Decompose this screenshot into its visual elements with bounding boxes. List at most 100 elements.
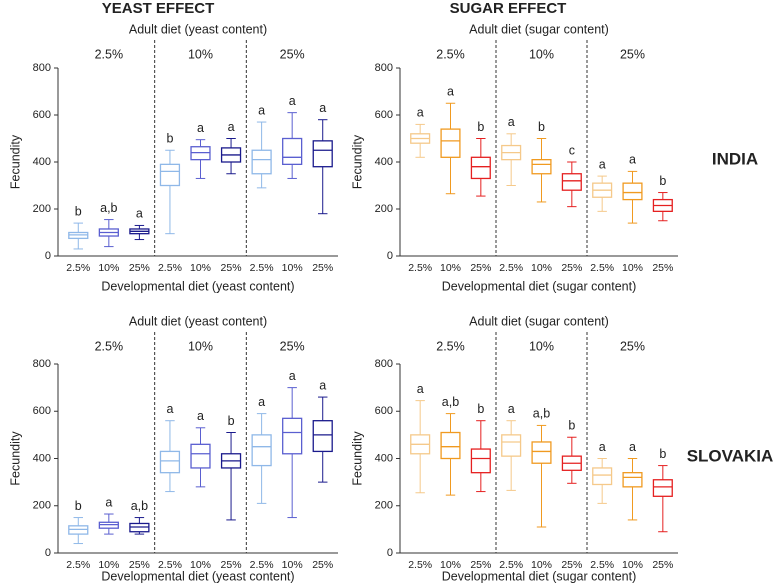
x-axis-title: Developmental diet (yeast content) (101, 279, 294, 293)
box (592, 467, 613, 486)
x-tick-label: 2.5% (499, 559, 523, 571)
box (251, 149, 272, 175)
x-tick-label: 25% (652, 559, 673, 571)
significance-letter: b (538, 120, 545, 134)
significance-letter: a,b (533, 407, 550, 421)
x-tick-label: 10% (98, 262, 119, 274)
y-tick-label: 600 (375, 109, 393, 121)
y-tick-label: 800 (375, 62, 393, 74)
group-label: 25% (280, 339, 305, 353)
box (312, 420, 333, 453)
x-tick-label: 2.5% (66, 262, 90, 274)
box (622, 182, 643, 201)
significance-letter: b (477, 120, 484, 134)
box (622, 472, 643, 488)
box (159, 450, 181, 474)
x-group-title: Adult diet (yeast content) (129, 22, 267, 36)
x-axis-title: Developmental diet (sugar content) (442, 279, 637, 293)
box (440, 431, 461, 460)
significance-letter: a (197, 409, 204, 423)
y-tick-label: 400 (375, 156, 393, 168)
significance-letter: a,b (100, 201, 117, 215)
group-label: 25% (620, 47, 645, 61)
x-tick-label: 25% (129, 262, 150, 274)
column-title: SUGAR EFFECT (450, 0, 567, 17)
significance-letter: b (477, 402, 484, 416)
x-axis-title: Developmental diet (sugar content) (442, 569, 637, 583)
y-axis-title: Fecundity (8, 134, 22, 189)
y-tick-label: 600 (375, 405, 393, 417)
x-tick-label: 25% (129, 559, 150, 571)
y-tick-label: 400 (33, 452, 51, 464)
x-tick-label: 2.5% (590, 262, 614, 274)
significance-letter: a (289, 94, 296, 108)
x-tick-label: 25% (561, 262, 582, 274)
x-tick-label: 2.5% (408, 262, 432, 274)
box (531, 441, 552, 464)
significance-letter: a (105, 495, 112, 509)
x-tick-label: 2.5% (250, 262, 274, 274)
y-tick-label: 800 (33, 62, 51, 74)
x-tick-label: 25% (221, 262, 242, 274)
x-group-title: Adult diet (sugar content) (469, 314, 609, 328)
group-label: 10% (529, 47, 554, 61)
y-tick-label: 0 (387, 250, 393, 262)
x-tick-label: 2.5% (250, 559, 274, 571)
y-axis-title: Fecundity (350, 134, 364, 189)
y-axis-title: Fecundity (8, 431, 22, 486)
x-tick-label: 25% (221, 559, 242, 571)
significance-letter: a (629, 153, 636, 167)
box (282, 137, 303, 166)
group-label: 10% (188, 47, 213, 61)
y-tick-label: 0 (45, 547, 51, 559)
significance-letter: a (319, 101, 326, 115)
x-tick-label: 2.5% (499, 262, 523, 274)
group-label: 2.5% (95, 47, 124, 61)
box (561, 173, 582, 191)
significance-letter: a (136, 207, 143, 221)
x-tick-label: 10% (190, 559, 211, 571)
significance-letter: a (508, 115, 515, 129)
box (190, 443, 211, 469)
y-tick-label: 400 (33, 156, 51, 168)
significance-letter: a (258, 395, 265, 409)
x-group-title: Adult diet (yeast content) (129, 314, 267, 328)
group-label: 2.5% (436, 339, 465, 353)
significance-letter: c (569, 143, 575, 157)
significance-letter: a (289, 369, 296, 383)
box (312, 140, 333, 168)
y-tick-label: 600 (33, 109, 51, 121)
y-tick-label: 800 (33, 358, 51, 370)
x-tick-label: 25% (470, 262, 491, 274)
significance-letter: a (166, 402, 173, 416)
significance-letter: b (659, 447, 666, 461)
x-tick-label: 10% (622, 262, 643, 274)
significance-letter: a (599, 440, 606, 454)
y-tick-label: 600 (33, 405, 51, 417)
significance-letter: b (166, 132, 173, 146)
significance-letter: a (508, 402, 515, 416)
box (159, 163, 181, 187)
x-tick-label: 2.5% (408, 559, 432, 571)
significance-letter: a (258, 103, 265, 117)
significance-letter: a (447, 85, 454, 99)
x-tick-label: 2.5% (66, 559, 90, 571)
x-tick-label: 10% (282, 559, 303, 571)
significance-letter: a,b (442, 395, 459, 409)
x-tick-label: 10% (440, 559, 461, 571)
significance-letter: a (197, 121, 204, 135)
x-tick-label: 25% (561, 559, 582, 571)
significance-letter: b (75, 204, 82, 218)
y-tick-label: 0 (45, 250, 51, 262)
x-axis-title: Developmental diet (yeast content) (101, 569, 294, 583)
x-tick-label: 10% (622, 559, 643, 571)
y-tick-label: 400 (375, 452, 393, 464)
significance-letter: b (659, 174, 666, 188)
y-tick-label: 200 (33, 203, 51, 215)
box (440, 128, 461, 158)
box (501, 434, 522, 457)
significance-letter: b (75, 499, 82, 513)
y-tick-label: 0 (387, 547, 393, 559)
y-tick-label: 800 (375, 358, 393, 370)
